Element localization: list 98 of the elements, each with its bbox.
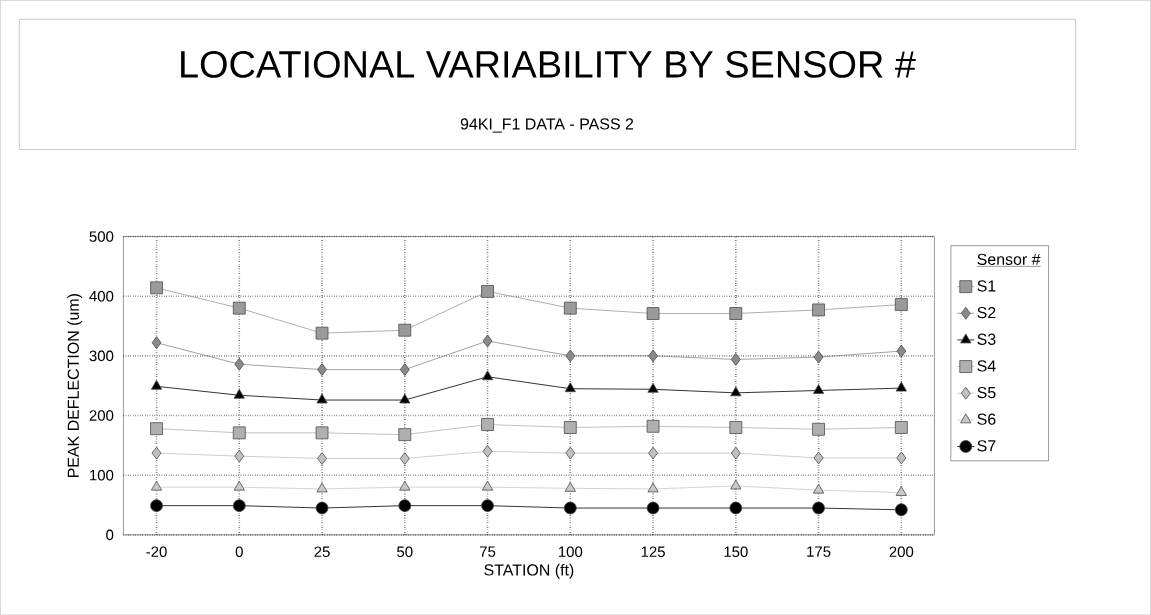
point [150, 281, 163, 295]
point [646, 306, 660, 320]
legend-label: S2 [977, 306, 996, 319]
point [481, 417, 494, 431]
point [399, 451, 410, 465]
x-tick-label: 100 [558, 546, 583, 557]
point [399, 393, 411, 404]
y-tick-label: 100 [90, 469, 114, 481]
point [234, 357, 245, 371]
point [730, 352, 741, 366]
point [316, 482, 328, 493]
point [398, 499, 412, 512]
point [234, 449, 245, 463]
legend-title: Sensor # [977, 253, 1041, 265]
point [317, 451, 327, 465]
point [481, 370, 494, 380]
legend-label: S1 [977, 280, 996, 292]
point [730, 446, 741, 460]
point [481, 499, 494, 512]
point [481, 480, 494, 491]
y-tick-label: 500 [89, 231, 114, 242]
point [894, 420, 908, 434]
point [150, 379, 163, 390]
x-tick-label: 0 [235, 546, 243, 557]
point [482, 334, 493, 348]
legend-label: S4 [977, 360, 996, 372]
chart-subtitle: 94KI_F1 DATA - PASS 2 [460, 118, 634, 133]
point [565, 349, 576, 363]
point [233, 480, 245, 491]
legend-label: S6 [977, 413, 996, 425]
point [564, 382, 576, 392]
x-tick-label: 200 [889, 546, 914, 557]
y-axis-title: PEAK DEFLECTION (um) [67, 293, 83, 477]
point [482, 444, 493, 458]
point [729, 501, 743, 515]
point [895, 485, 907, 496]
point [150, 422, 163, 435]
y-tick-label: 300 [89, 350, 114, 361]
y-tick-label: 400 [89, 290, 114, 302]
point [398, 428, 412, 441]
point [565, 446, 576, 460]
point [813, 350, 824, 364]
point [647, 382, 659, 393]
point [316, 393, 328, 404]
point [232, 301, 246, 315]
point [232, 499, 246, 512]
point [646, 419, 660, 433]
point [648, 446, 658, 460]
point [730, 386, 742, 397]
point [812, 422, 825, 436]
point [646, 501, 660, 515]
chart-title: LOCATIONAL VARIABILITY BY SENSOR # [181, 50, 916, 78]
point [813, 451, 824, 465]
x-axis-title: STATION (ft) [484, 563, 574, 579]
x-tick-label: 150 [724, 546, 748, 557]
point [564, 481, 576, 492]
point [481, 284, 494, 298]
point [563, 301, 577, 315]
point [896, 344, 907, 358]
x-tick-label: 125 [641, 546, 665, 557]
x-tick-label: 175 [807, 546, 831, 557]
point [648, 349, 658, 363]
y-tick-label: 0 [106, 529, 114, 541]
point [399, 363, 410, 376]
point [812, 501, 825, 515]
point [150, 499, 163, 512]
point [151, 446, 162, 460]
point [812, 483, 825, 494]
legend-label: S7 [977, 440, 996, 452]
point [398, 323, 412, 337]
point [730, 479, 742, 490]
point [563, 501, 577, 515]
point [894, 503, 908, 517]
point [896, 451, 907, 465]
x-tick-label: -20 [146, 546, 167, 557]
y-tick-label: 200 [89, 410, 114, 421]
point [812, 383, 825, 394]
point [729, 420, 743, 434]
point [315, 326, 329, 340]
point [647, 482, 659, 493]
point [232, 426, 246, 440]
point [151, 336, 162, 349]
point [895, 381, 907, 392]
point [729, 306, 743, 320]
point [894, 298, 908, 311]
point [315, 426, 329, 440]
legend-label: S3 [977, 333, 996, 345]
point [399, 480, 411, 491]
x-tick-label: 50 [397, 546, 413, 557]
point [812, 303, 825, 317]
point [317, 363, 327, 376]
point [233, 388, 245, 399]
legend-label: S5 [977, 386, 996, 399]
x-tick-label: 25 [314, 546, 330, 557]
point [315, 501, 329, 515]
point [150, 480, 163, 491]
x-tick-label: 75 [480, 546, 496, 557]
point [563, 420, 577, 434]
